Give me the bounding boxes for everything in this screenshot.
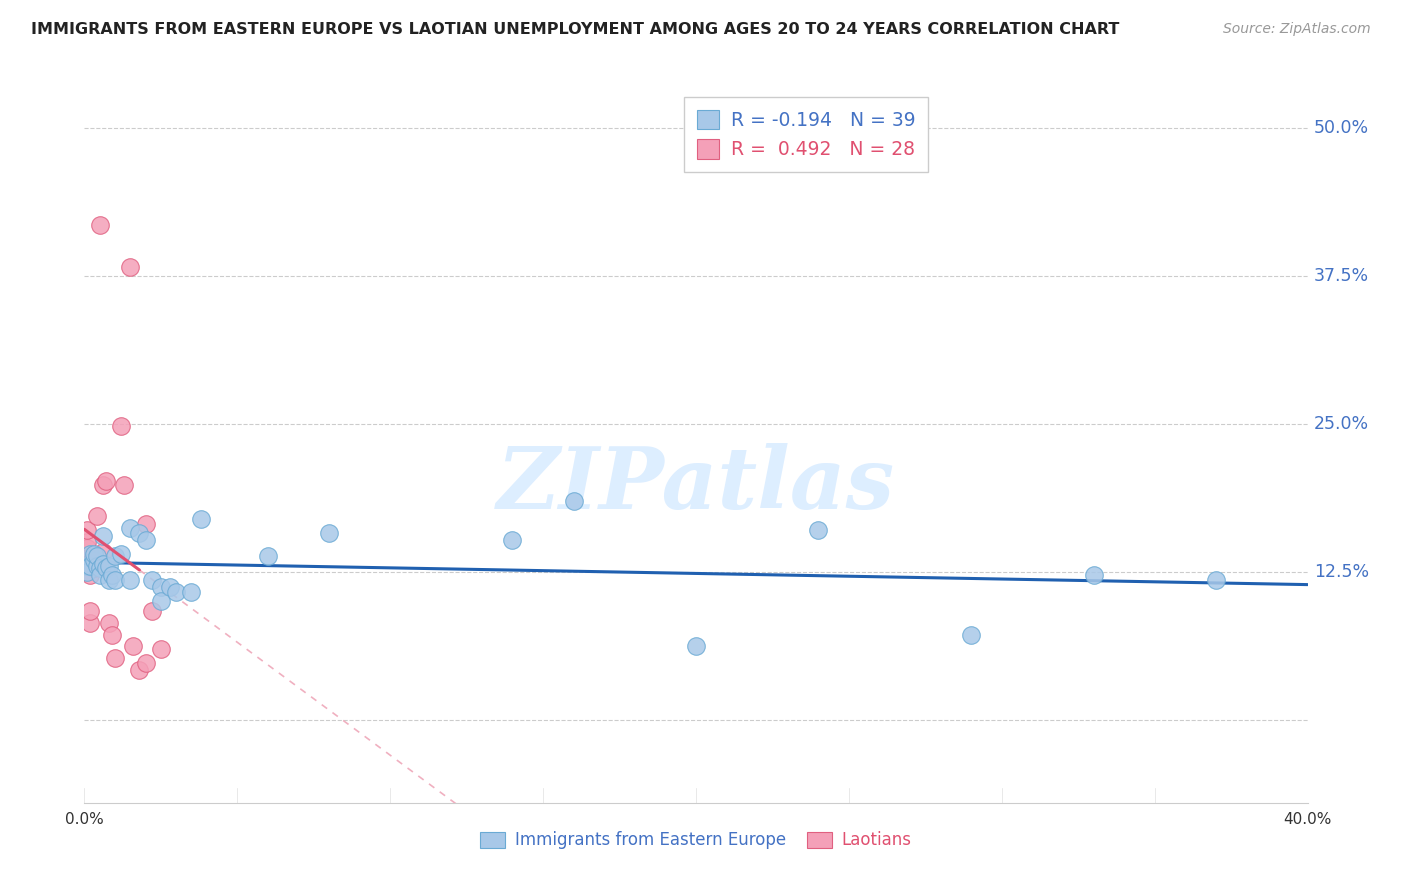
Point	[807, 524, 830, 538]
Text: 50.0%: 50.0%	[1313, 119, 1369, 136]
Point	[141, 604, 163, 618]
Point	[128, 525, 150, 540]
Point	[190, 511, 212, 525]
Point	[120, 521, 142, 535]
Text: ZIPatlas: ZIPatlas	[496, 443, 896, 526]
Point	[83, 561, 105, 575]
Point	[89, 568, 111, 582]
Point	[79, 547, 101, 561]
Text: 12.5%: 12.5%	[1313, 563, 1369, 581]
Point	[86, 549, 108, 564]
Point	[76, 524, 98, 538]
Point	[101, 568, 124, 582]
Text: 40.0%: 40.0%	[1284, 813, 1331, 827]
Point	[135, 656, 157, 670]
Legend: Immigrants from Eastern Europe, Laotians: Immigrants from Eastern Europe, Laotians	[474, 824, 918, 856]
Point	[91, 544, 114, 558]
Point	[76, 565, 98, 579]
Point	[180, 585, 202, 599]
Point	[97, 558, 120, 573]
Point	[79, 604, 101, 618]
Point	[141, 573, 163, 587]
Point	[685, 640, 707, 654]
Point	[960, 627, 983, 641]
Point	[94, 474, 117, 488]
Point	[122, 640, 145, 654]
Point	[135, 533, 157, 547]
Point	[149, 580, 172, 594]
Point	[97, 615, 120, 630]
Point	[110, 547, 132, 561]
Text: Source: ZipAtlas.com: Source: ZipAtlas.com	[1223, 22, 1371, 37]
Point	[76, 535, 98, 549]
Point	[89, 561, 111, 575]
Point	[104, 651, 127, 665]
Point	[91, 529, 114, 543]
Point	[83, 549, 105, 564]
Point	[562, 493, 585, 508]
Point	[86, 509, 108, 524]
Point	[86, 557, 108, 571]
Point	[165, 585, 187, 599]
Point	[502, 533, 524, 547]
Point	[79, 558, 101, 573]
Point	[83, 547, 105, 561]
Point	[76, 558, 98, 573]
Point	[159, 580, 181, 594]
Point	[110, 419, 132, 434]
Point	[149, 594, 172, 608]
Point	[86, 558, 108, 573]
Point	[104, 549, 127, 564]
Point	[79, 568, 101, 582]
Point	[79, 615, 101, 630]
Point	[94, 561, 117, 575]
Point	[120, 573, 142, 587]
Point	[97, 573, 120, 587]
Point	[318, 525, 340, 540]
Point	[76, 553, 98, 567]
Point	[1083, 568, 1105, 582]
Point	[1205, 573, 1227, 587]
Text: 0.0%: 0.0%	[65, 813, 104, 827]
Point	[120, 260, 142, 275]
Point	[76, 541, 98, 556]
Point	[128, 663, 150, 677]
Point	[101, 627, 124, 641]
Point	[91, 557, 114, 571]
Text: IMMIGRANTS FROM EASTERN EUROPE VS LAOTIAN UNEMPLOYMENT AMONG AGES 20 TO 24 YEARS: IMMIGRANTS FROM EASTERN EUROPE VS LAOTIA…	[31, 22, 1119, 37]
Point	[135, 517, 157, 532]
Point	[83, 553, 105, 567]
Point	[257, 549, 280, 564]
Point	[149, 641, 172, 656]
Point	[91, 478, 114, 492]
Point	[89, 218, 111, 232]
Text: 25.0%: 25.0%	[1313, 415, 1369, 433]
Point	[79, 557, 101, 571]
Text: 37.5%: 37.5%	[1313, 267, 1369, 285]
Point	[104, 573, 127, 587]
Point	[112, 478, 135, 492]
